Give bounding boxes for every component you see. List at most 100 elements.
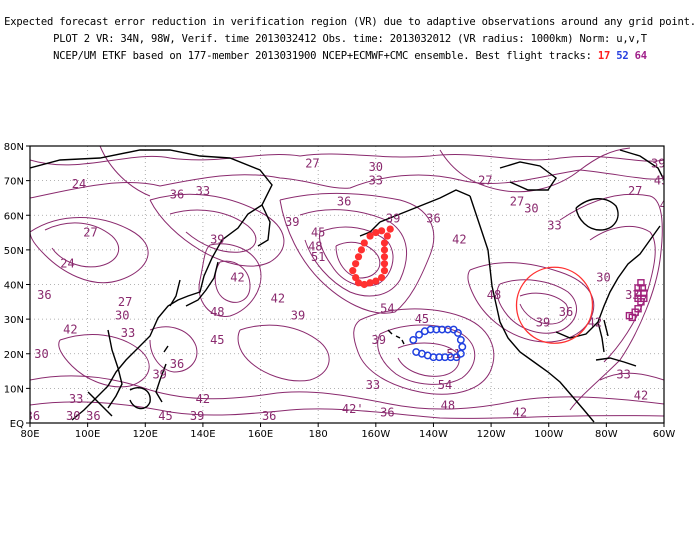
coastline xyxy=(169,279,181,307)
track-label-64: 64 xyxy=(634,50,647,62)
contour-label: 39 xyxy=(190,409,204,423)
coastline xyxy=(401,339,405,345)
lon-tick-label: 80W xyxy=(595,429,618,440)
contour-line xyxy=(279,192,435,314)
coastline xyxy=(359,221,381,237)
contour-label: 51 xyxy=(446,347,460,361)
track-52-point xyxy=(415,330,423,339)
coastline xyxy=(499,161,557,191)
contour-label: 39 xyxy=(152,368,166,382)
contour-label: 51 xyxy=(311,250,325,264)
contour-label: 27 xyxy=(628,184,642,198)
contour-lines xyxy=(30,146,664,419)
contour-label: 45 xyxy=(311,226,325,240)
contour-line xyxy=(377,324,476,385)
title-line-3: NCEP/UM ETKF based on 177-member 2013031… xyxy=(0,50,700,62)
contour-line xyxy=(169,209,257,253)
track-64-point xyxy=(637,298,645,306)
contour-line xyxy=(559,193,663,411)
coastline xyxy=(603,319,609,337)
title-line-3-text: NCEP/UM ETKF based on 177-member 2013031… xyxy=(53,50,592,62)
contour-line xyxy=(30,217,149,284)
title-line-1: Expected forecast error reduction in ver… xyxy=(4,16,696,28)
axis-ticks: 80E 100E 120E 140E 160E 180 160W 140W 120W 100W 80… xyxy=(4,142,676,440)
coastline xyxy=(379,189,471,223)
coastlines xyxy=(30,149,664,423)
contour-label: 42 xyxy=(513,406,527,420)
contour-label: 42 xyxy=(230,271,244,285)
contour-line xyxy=(335,241,381,279)
track-17-point xyxy=(349,267,357,275)
contour-label: 33 xyxy=(69,392,83,406)
lon-tick-label: 160E xyxy=(248,429,273,440)
track-52-point xyxy=(456,335,465,344)
contour-line xyxy=(149,326,198,373)
contour-line xyxy=(237,324,330,382)
coastline xyxy=(257,204,271,247)
lon-tick-label: 80E xyxy=(20,429,39,440)
contour-label: 36 xyxy=(37,288,51,302)
coastline xyxy=(155,363,167,403)
coastline xyxy=(163,345,169,353)
contour-line xyxy=(467,262,595,343)
title-line-2: PLOT 2 VR: 34N, 98W, Verif. time 2013032… xyxy=(53,33,647,45)
coastline xyxy=(619,149,664,181)
contour-line xyxy=(214,260,251,303)
contour-label: 39 xyxy=(285,215,299,229)
contour-label: 33 xyxy=(547,219,561,233)
track-17-point xyxy=(366,232,374,240)
coastline xyxy=(575,198,619,231)
contour-label: 42 xyxy=(196,392,210,406)
coastline xyxy=(107,329,123,409)
contour-label: 42 xyxy=(452,232,466,246)
contour-line xyxy=(496,279,577,334)
lon-tick-label: 120W xyxy=(477,429,506,440)
track-17-point xyxy=(380,253,389,261)
contour-label: 48 xyxy=(210,305,224,319)
track-17-point xyxy=(383,232,391,240)
verification-region-circle xyxy=(515,266,594,344)
contour-line xyxy=(30,401,664,419)
contour-label: 24 xyxy=(60,257,74,271)
coastline xyxy=(469,195,595,423)
contour-label: 39 xyxy=(651,156,665,170)
lat-tick-label: 10N xyxy=(4,384,24,395)
coastline xyxy=(129,386,151,410)
coastline xyxy=(395,335,401,339)
lon-tick-label: 180 xyxy=(309,429,328,440)
lat-tick-label: 60N xyxy=(4,211,24,222)
track-17-point xyxy=(377,273,386,282)
track-52-point xyxy=(412,348,421,356)
contour-line xyxy=(149,193,285,267)
contour-label: 48 xyxy=(660,198,674,212)
contour-label: 54 xyxy=(438,378,452,392)
contour-label: 48 xyxy=(487,288,501,302)
track-17-point xyxy=(354,253,363,261)
contour-label: 45 xyxy=(158,409,172,423)
contour-label: 30 xyxy=(524,201,538,215)
coastline xyxy=(87,391,113,417)
contour-label: 27 xyxy=(478,174,492,188)
contour-label: 33 xyxy=(196,184,210,198)
track-17-point xyxy=(360,280,368,289)
track-17-point xyxy=(372,277,380,285)
track-64-point xyxy=(637,279,645,287)
contour-label: 30 xyxy=(369,160,383,174)
contour-label: 30 xyxy=(596,271,610,285)
lat-tick-label: 70N xyxy=(4,177,24,188)
track-52-point xyxy=(409,335,418,344)
lat-tick-label: 20N xyxy=(4,350,24,361)
contour-label: 48 xyxy=(308,239,322,253)
contour-label: 33 xyxy=(369,174,383,188)
contour-line xyxy=(439,147,631,193)
contour-label: 33 xyxy=(121,326,135,340)
contour-line xyxy=(44,222,120,268)
contour-label: 42 xyxy=(63,323,77,337)
contour-label: 24 xyxy=(72,177,86,191)
lon-tick-label: 120E xyxy=(133,429,158,440)
contour-label: 36 xyxy=(559,305,573,319)
track-64-point xyxy=(638,284,647,292)
coastline xyxy=(30,149,273,421)
track-17-point xyxy=(352,260,360,268)
